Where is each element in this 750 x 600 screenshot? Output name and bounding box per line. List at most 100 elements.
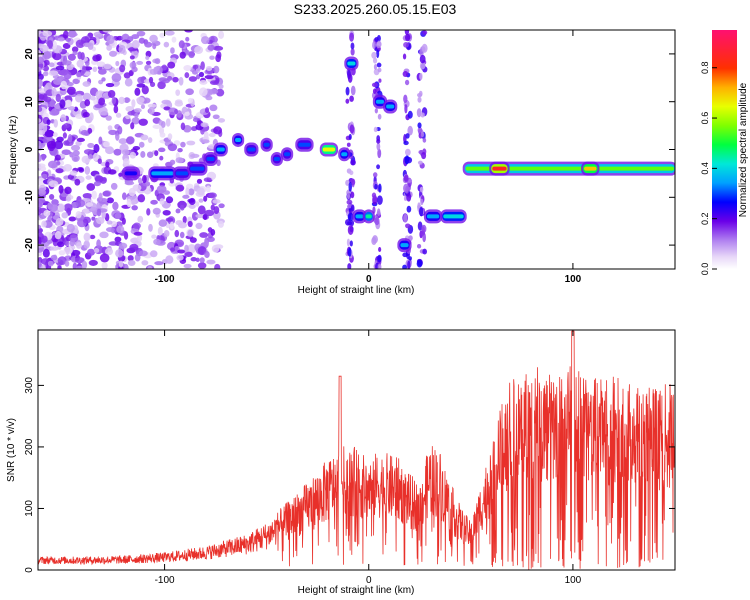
noise-speckle <box>182 216 187 224</box>
noise-speckle <box>68 216 77 222</box>
noise-speckle <box>200 122 209 128</box>
noise-speckle <box>43 59 50 66</box>
spectrogram-y-ticks: -20 -10 0 10 20 <box>24 48 675 252</box>
noise-speckle <box>82 208 89 214</box>
noise-speckle <box>87 42 94 50</box>
noise-streak <box>404 104 408 114</box>
noise-speckle <box>198 71 205 78</box>
noise-speckle <box>203 177 212 183</box>
noise-speckle <box>87 127 93 134</box>
noise-speckle <box>153 66 158 75</box>
noise-speckle <box>62 132 67 139</box>
signal-core <box>355 214 364 219</box>
noise-speckle <box>147 103 157 108</box>
noise-speckle <box>76 71 82 78</box>
noise-speckle <box>180 122 186 131</box>
noise-speckle <box>174 229 180 238</box>
noise-speckle <box>154 58 161 65</box>
noise-speckle <box>208 192 217 199</box>
noise-speckle <box>48 62 55 68</box>
noise-streak <box>404 79 410 86</box>
noise-speckle <box>61 149 71 156</box>
noise-speckle <box>138 250 148 257</box>
noise-streak <box>377 263 382 269</box>
noise-speckle <box>200 36 210 45</box>
noise-speckle <box>130 122 135 130</box>
noise-streak <box>347 263 352 269</box>
noise-speckle <box>87 248 96 256</box>
noise-streak <box>349 95 354 102</box>
noise-speckle <box>127 255 134 262</box>
noise-speckle <box>203 239 209 248</box>
noise-speckle <box>106 197 114 204</box>
noise-speckle <box>163 230 170 238</box>
noise-speckle <box>38 66 42 72</box>
signal-core <box>124 171 138 176</box>
noise-speckle <box>123 263 129 269</box>
signal-core <box>443 214 464 219</box>
noise-streak <box>346 192 351 200</box>
noise-speckle <box>57 256 67 266</box>
noise-streak <box>347 73 353 83</box>
noise-speckle <box>209 80 219 86</box>
noise-speckle <box>101 262 108 269</box>
noise-speckle <box>82 81 91 87</box>
noise-speckle <box>47 40 54 49</box>
noise-speckle <box>186 140 196 146</box>
noise-speckle <box>91 190 97 200</box>
noise-speckle <box>38 56 44 64</box>
snr-frame <box>37 329 676 571</box>
noise-speckle <box>76 265 83 269</box>
noise-speckle <box>42 124 48 133</box>
noise-streak <box>403 175 409 182</box>
noise-speckle <box>207 227 213 233</box>
noise-streak <box>350 178 356 186</box>
noise-streak <box>376 164 381 170</box>
noise-speckle <box>196 178 203 184</box>
noise-speckle <box>127 259 136 266</box>
noise-speckle <box>206 259 216 265</box>
noise-speckle <box>187 220 193 228</box>
noise-speckle <box>153 238 161 246</box>
noise-streak <box>374 183 378 190</box>
noise-speckle <box>118 138 128 145</box>
noise-speckle <box>211 244 220 253</box>
noise-speckle <box>212 114 220 120</box>
noise-speckle <box>118 44 126 54</box>
noise-speckle <box>199 257 205 264</box>
noise-speckle <box>83 148 94 155</box>
noise-speckle <box>184 30 193 33</box>
noise-speckle <box>65 37 71 42</box>
noise-speckle <box>42 30 53 37</box>
noise-speckle <box>69 170 78 176</box>
noise-speckle <box>41 173 48 179</box>
noise-speckle <box>54 154 61 161</box>
noise-speckle <box>186 244 197 254</box>
noise-speckle <box>188 197 196 206</box>
noise-speckle <box>213 65 220 74</box>
noise-speckle <box>121 149 130 156</box>
noise-speckle <box>40 143 46 148</box>
noise-speckle <box>185 88 194 96</box>
noise-speckle <box>190 257 197 262</box>
noise-speckle <box>71 144 81 152</box>
noise-speckle <box>188 76 198 82</box>
noise-speckle <box>82 92 92 102</box>
noise-streak <box>403 213 408 223</box>
noise-speckle <box>167 143 178 152</box>
signal-core <box>584 166 597 171</box>
noise-streak <box>403 94 408 104</box>
noise-streak <box>372 57 378 64</box>
signal-core <box>298 142 311 147</box>
noise-speckle <box>185 187 190 196</box>
noise-speckle <box>172 76 179 83</box>
noise-streak <box>419 186 424 193</box>
noise-streak <box>376 49 380 59</box>
noise-streak <box>349 219 355 227</box>
noise-speckle <box>50 254 58 261</box>
noise-speckle <box>54 231 62 240</box>
signal-core <box>375 99 385 104</box>
noise-streak <box>376 138 381 144</box>
noise-streak <box>405 223 411 229</box>
noise-speckle <box>51 87 57 97</box>
